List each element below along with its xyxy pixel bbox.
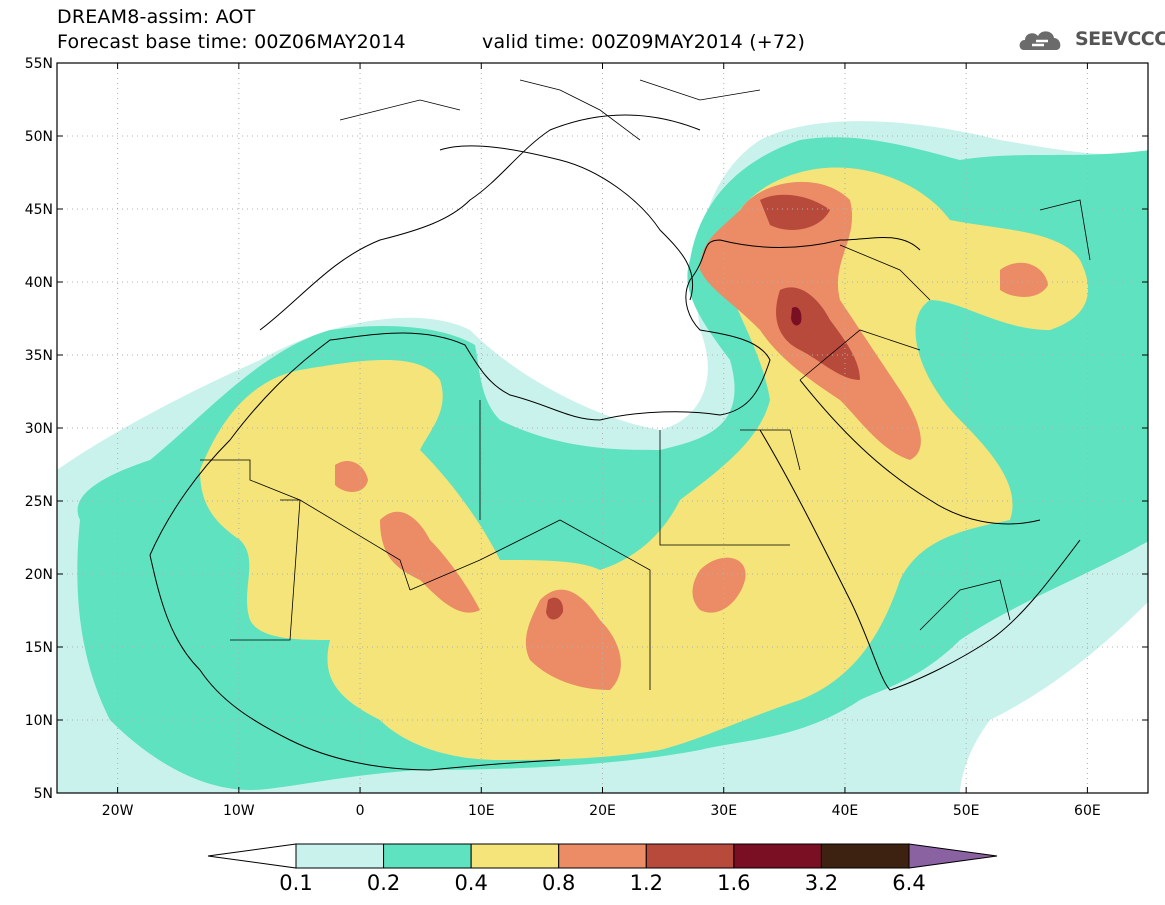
colorbar-label: 1.2: [630, 871, 663, 895]
country-borders: [200, 79, 1091, 690]
forecast-base-time: Forecast base time: 00Z06MAY2014: [57, 31, 406, 53]
colorbar-box: [295, 843, 385, 869]
cloud-icon: [1019, 31, 1061, 50]
aot-band-0.8-d: [692, 557, 746, 613]
colorbar-under-triangle: [207, 843, 297, 869]
lat-tick-label: 55N: [25, 56, 53, 72]
colorbar-label: 1.6: [717, 871, 750, 895]
colorbar-over-triangle: [908, 843, 998, 869]
lat-tick-label: 10N: [25, 713, 53, 729]
valid-time: valid time: 00Z09MAY2014 (+72): [482, 31, 806, 53]
aot-band-1.2-b: [760, 194, 830, 230]
colorbar-label: 0.2: [367, 871, 400, 895]
colorbar-box: [645, 843, 735, 869]
colorbar-label: 3.2: [805, 871, 838, 895]
lat-tick-label: 35N: [25, 348, 53, 364]
aot-band-0.8-c: [380, 511, 480, 613]
lat-tick-label: 40N: [25, 275, 53, 291]
lon-tick-label: 40E: [832, 803, 859, 819]
lon-tick-label: 60E: [1074, 803, 1101, 819]
lat-tick-label: 20N: [25, 567, 53, 583]
colorbar-box: [470, 843, 560, 869]
colorbar-box: [383, 843, 472, 869]
colorbar-label: 6.4: [892, 871, 925, 895]
lon-tick-label: 10W: [223, 803, 255, 819]
logo-text: SEEVCCC: [1075, 28, 1165, 50]
coastlines: [149, 114, 1081, 771]
longitude-labels: 20W 10W 0 10E 20E 30E 40E 50E 60E: [102, 803, 1101, 819]
colorbar-box: [820, 843, 910, 869]
lat-tick-label: 25N: [25, 494, 53, 510]
lat-tick-label: 5N: [34, 786, 53, 802]
lon-tick-label: 50E: [953, 803, 980, 819]
aot-band-0.8-f: [1000, 262, 1048, 297]
lon-tick-label: 20E: [589, 803, 616, 819]
lon-tick-label: 30E: [710, 803, 737, 819]
aot-band-0.4: [200, 167, 1089, 760]
lat-tick-label: 15N: [25, 640, 53, 656]
lon-tick-label: 0: [356, 803, 365, 819]
map-title: DREAM8-assim: AOT: [57, 6, 256, 28]
colorbar-box: [558, 843, 647, 869]
colorbar-label: 0.4: [454, 871, 487, 895]
axis-ticks: [57, 62, 1148, 794]
lat-tick-label: 50N: [25, 129, 53, 145]
aot-band-1.2-c: [546, 597, 564, 620]
colorbar-box: [733, 843, 822, 869]
colorbar-label: 0.8: [542, 871, 575, 895]
latitude-labels: 55N 50N 45N 40N 35N 30N 25N 20N 15N 10N 5N: [25, 56, 53, 802]
lon-tick-label: 10E: [468, 803, 495, 819]
aot-field: [57, 121, 1148, 793]
lat-tick-label: 30N: [25, 421, 53, 437]
colorbar-labels: 0.1 0.2 0.4 0.8 1.2 1.6 3.2 6.4: [279, 871, 925, 895]
colorbar-label: 0.1: [279, 871, 312, 895]
aot-band-1.6: [791, 306, 802, 326]
lon-tick-label: 20W: [102, 803, 134, 819]
lat-tick-label: 45N: [25, 202, 53, 218]
colorbar: [207, 843, 998, 869]
